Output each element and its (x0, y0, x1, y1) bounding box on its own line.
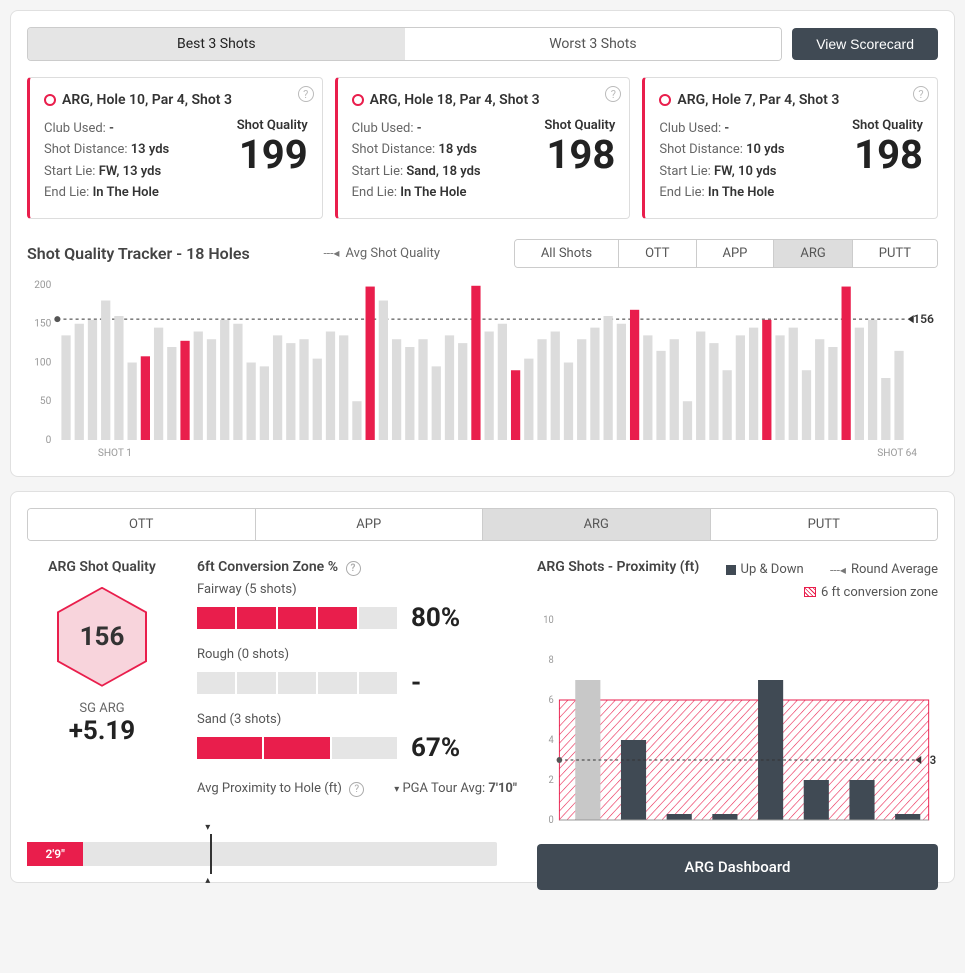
seg-best[interactable]: Best 3 Shots (28, 28, 405, 60)
sg-label: SG ARG (27, 701, 177, 716)
shot-details: Club Used: - Shot Distance: 13 yds Start… (44, 118, 169, 204)
tracker-chart: 0 50 100 150 200 156 SHOT 1 SHOT 64 (27, 280, 938, 460)
conv-title: 6ft Conversion Zone % ? (197, 559, 517, 576)
conversion-row: Sand (3 shots) 67% (197, 712, 517, 763)
shot-details: Club Used: - Shot Distance: 10 yds Start… (659, 118, 784, 204)
legend-updown: Up & Down (726, 559, 804, 581)
hatch-icon (804, 587, 816, 597)
prox-fill: 2'9" (27, 842, 83, 866)
view-scorecard-button[interactable]: View Scorecard (792, 28, 938, 60)
sg-value: +5.19 (27, 716, 177, 746)
tracker-legend: ---◂ Avg Shot Quality (323, 246, 440, 261)
prox-chart: 0 2 4 6 8 10 3 (537, 614, 938, 834)
shot-card[interactable]: ? ARG, Hole 7, Par 4, Shot 3 Club Used: … (642, 77, 938, 219)
bottom-tab[interactable]: ARG (483, 509, 711, 540)
help-icon[interactable]: ? (605, 86, 621, 102)
tracker-legend-label: Avg Shot Quality (345, 246, 440, 261)
prox-chart-header: ARG Shots - Proximity (ft) Up & Down ---… (537, 559, 938, 581)
svg-text:100: 100 (34, 357, 51, 368)
shot-card[interactable]: ? ARG, Hole 18, Par 4, Shot 3 Club Used:… (335, 77, 631, 219)
svg-text:SHOT 64: SHOT 64 (877, 448, 917, 459)
svg-text:50: 50 (40, 396, 52, 407)
shot-title: ARG, Hole 18, Par 4, Shot 3 (352, 92, 616, 108)
top-card: Best 3 Shots Worst 3 Shots View Scorecar… (10, 10, 955, 477)
help-icon[interactable]: ? (349, 782, 364, 797)
tracker-title: Shot Quality Tracker - 18 Holes (27, 244, 250, 263)
svg-text:4: 4 (549, 734, 555, 745)
conversion-bar (197, 607, 397, 629)
conversion-row: Fairway (5 shots) 80% (197, 582, 517, 633)
tracker-tab[interactable]: All Shots (515, 240, 619, 267)
dash-arrow-icon: ---◂ (323, 246, 339, 260)
ring-icon (44, 94, 56, 106)
prox-marker (210, 834, 212, 874)
prox-row: Avg Proximity to Hole (ft) ? ▾ PGA Tour … (197, 781, 517, 797)
svg-text:6: 6 (549, 694, 554, 705)
svg-text:156: 156 (913, 312, 934, 326)
bottom-grid: ARG Shot Quality 156 SG ARG +5.19 6ft Co… (27, 559, 938, 890)
svg-text:10: 10 (543, 614, 553, 625)
shot-card[interactable]: ? ARG, Hole 10, Par 4, Shot 3 Club Used:… (27, 77, 323, 219)
conversion-col: 6ft Conversion Zone % ? Fairway (5 shots… (197, 559, 517, 890)
svg-text:3: 3 (930, 752, 937, 766)
ring-icon (659, 94, 671, 106)
prox-bar: 2'9" (27, 842, 497, 866)
dash-arrow-icon: ---◂ (830, 563, 846, 577)
help-icon[interactable]: ? (913, 86, 929, 102)
shot-title: ARG, Hole 7, Par 4, Shot 3 (659, 92, 923, 108)
svg-text:0: 0 (46, 435, 52, 446)
hex-badge: 156 (57, 587, 147, 687)
svg-text:0: 0 (549, 814, 554, 825)
svg-text:8: 8 (549, 654, 554, 665)
conversion-pct: - (411, 668, 421, 698)
conversion-pct: 67% (411, 733, 460, 763)
shot-quality-box: Shot Quality 198 (852, 118, 923, 177)
ring-icon (352, 94, 364, 106)
tracker-tab[interactable]: APP (697, 240, 775, 267)
shot-quality-box: Shot Quality 198 (544, 118, 615, 177)
tracker-header: Shot Quality Tracker - 18 Holes ---◂ Avg… (27, 239, 938, 268)
conversion-bar (197, 737, 397, 759)
bottom-tabs: OTTAPPARGPUTT (27, 508, 938, 541)
conversion-row: Rough (0 shots) - (197, 647, 517, 698)
svg-text:150: 150 (34, 319, 51, 330)
conversion-bar (197, 672, 397, 694)
bottom-card: OTTAPPARGPUTT ARG Shot Quality 156 SG AR… (10, 491, 955, 883)
prox-chart-title: ARG Shots - Proximity (ft) (537, 559, 699, 575)
legend-roundavg: ---◂Round Average (830, 559, 938, 581)
prox-chart-legend2: 6 ft conversion zone (537, 585, 938, 600)
pga-avg: ▾ PGA Tour Avg: 7'10" (394, 781, 517, 796)
top-controls: Best 3 Shots Worst 3 Shots View Scorecar… (27, 27, 938, 61)
arg-dashboard-button[interactable]: ARG Dashboard (537, 844, 938, 890)
prox-bar-wrap: 2'9" (27, 842, 497, 866)
hex-value: 156 (59, 589, 145, 685)
tracker-tab[interactable]: ARG (774, 240, 852, 267)
shot-details: Club Used: - Shot Distance: 18 yds Start… (352, 118, 481, 204)
shot-quality-box: Shot Quality 199 (237, 118, 308, 177)
svg-text:200: 200 (34, 280, 51, 291)
shot-title: ARG, Hole 10, Par 4, Shot 3 (44, 92, 308, 108)
help-icon[interactable]: ? (298, 86, 314, 102)
conversion-pct: 80% (411, 603, 460, 633)
sq-hex-col: ARG Shot Quality 156 SG ARG +5.19 (27, 559, 177, 890)
square-icon (726, 565, 736, 575)
shots-segment: Best 3 Shots Worst 3 Shots (27, 27, 782, 61)
bottom-tab[interactable]: OTT (28, 509, 256, 540)
sq-title: ARG Shot Quality (27, 559, 177, 575)
tracker-tab[interactable]: OTT (619, 240, 696, 267)
bottom-tab[interactable]: APP (256, 509, 484, 540)
proximity-col: ARG Shots - Proximity (ft) Up & Down ---… (537, 559, 938, 890)
svg-text:2: 2 (549, 774, 555, 785)
shots-row: ? ARG, Hole 10, Par 4, Shot 3 Club Used:… (27, 77, 938, 219)
help-icon[interactable]: ? (346, 561, 361, 576)
svg-text:SHOT 1: SHOT 1 (98, 448, 132, 459)
legend-zone: 6 ft conversion zone (804, 585, 938, 600)
tracker-tabs: All ShotsOTTAPPARGPUTT (514, 239, 938, 268)
bottom-tab[interactable]: PUTT (711, 509, 938, 540)
tracker-tab[interactable]: PUTT (853, 240, 937, 267)
seg-worst[interactable]: Worst 3 Shots (405, 28, 782, 60)
prox-label: Avg Proximity to Hole (ft) ? (197, 781, 364, 797)
